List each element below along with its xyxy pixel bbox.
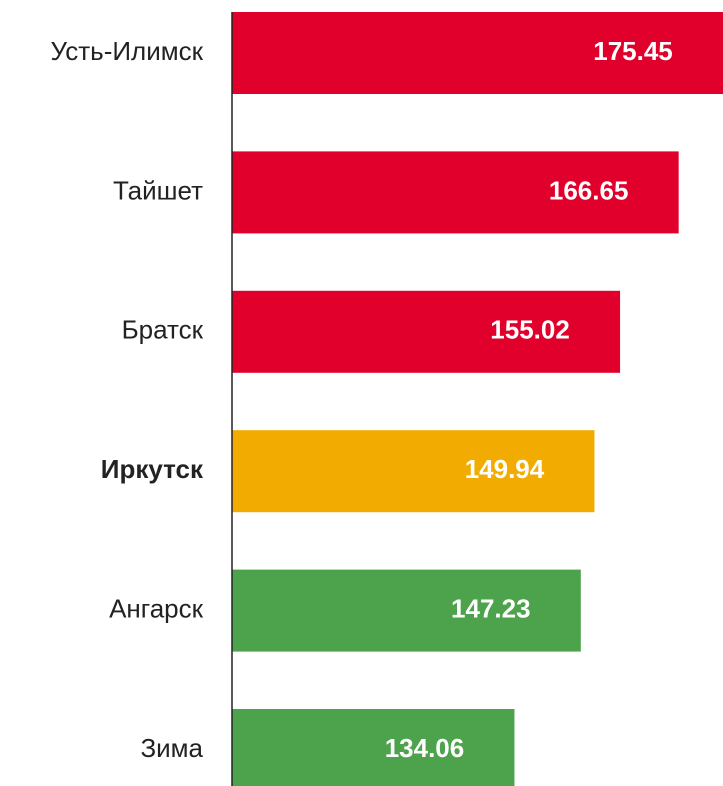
category-label: Ангарск — [109, 593, 204, 623]
bar — [232, 12, 723, 94]
category-label: Усть-Илимск — [50, 36, 203, 66]
bar — [232, 290, 621, 373]
bar — [232, 709, 515, 786]
category-label: Зима — [140, 733, 203, 763]
value-label: 166.65 — [549, 175, 629, 205]
value-label: 134.06 — [385, 733, 465, 763]
value-label: 149.94 — [465, 454, 545, 484]
category-label: Братск — [122, 315, 204, 345]
value-label: 147.23 — [451, 593, 531, 623]
bar — [232, 430, 595, 513]
category-label: Тайшет — [113, 175, 203, 205]
value-label: 175.45 — [593, 36, 673, 66]
bar — [232, 151, 679, 234]
value-label: 155.02 — [490, 315, 570, 345]
category-label: Иркутск — [101, 454, 204, 484]
bar — [232, 569, 581, 652]
